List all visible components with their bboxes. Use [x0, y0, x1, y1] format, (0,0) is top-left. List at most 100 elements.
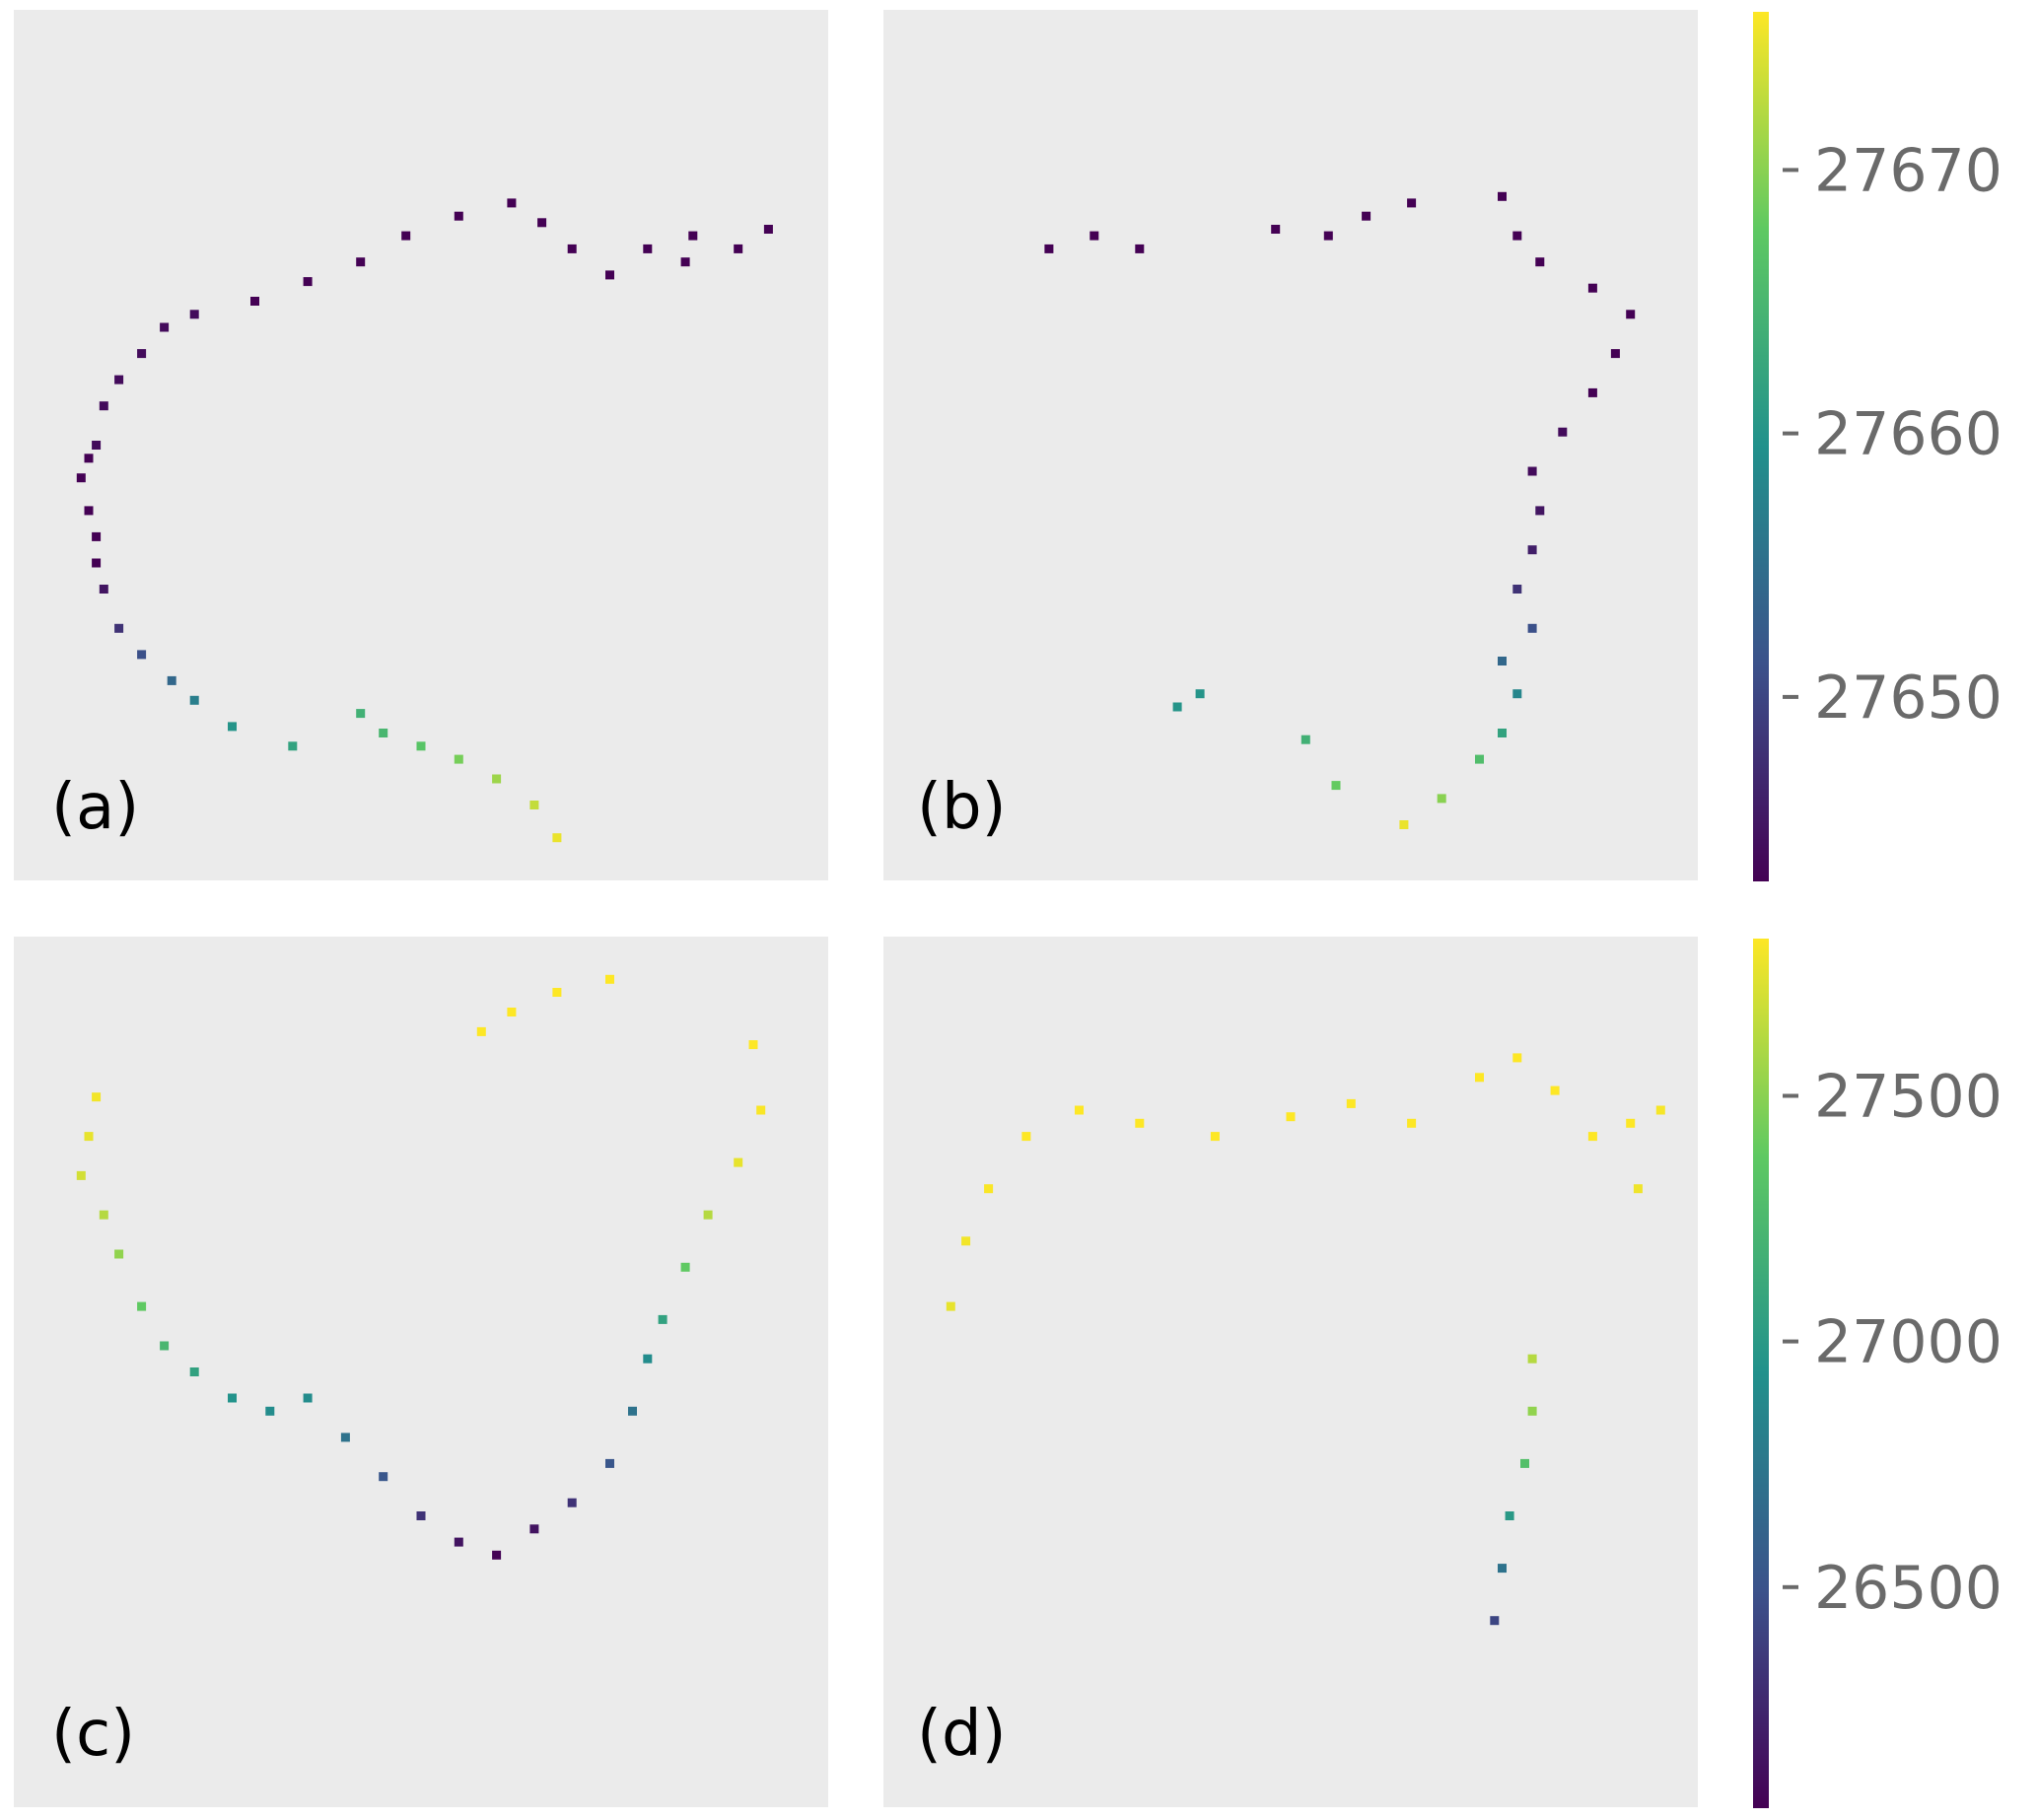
data-point [1075, 1105, 1084, 1115]
data-point [1626, 310, 1636, 319]
panel-b-label: (b) [917, 771, 1007, 844]
data-point [1490, 1616, 1500, 1626]
data-point [92, 441, 102, 450]
panel-c-points [76, 974, 766, 1560]
colorbar-tick-label: 27000 [1814, 1308, 2003, 1377]
data-point [189, 1367, 199, 1376]
data-point [416, 741, 426, 751]
data-point [76, 1170, 86, 1180]
data-point [1587, 283, 1597, 293]
data-point [356, 257, 366, 267]
data-point [476, 1026, 486, 1036]
data-point [99, 585, 108, 594]
data-point [567, 244, 577, 253]
data-point [1498, 1564, 1507, 1574]
panel-a-background [14, 10, 828, 880]
panel-a: (a) [14, 10, 828, 880]
data-point [1135, 1118, 1145, 1128]
data-point [628, 1406, 637, 1416]
data-point [228, 1393, 237, 1403]
colorbar-bottom-bar [1753, 939, 1769, 1808]
colorbar-bottom: 26500 27000 27500 [1753, 939, 2003, 1808]
data-point [250, 297, 259, 306]
data-point [99, 401, 108, 411]
data-point [288, 741, 298, 751]
data-point [1587, 387, 1597, 397]
panel-b-points [1044, 191, 1636, 829]
data-point [1512, 231, 1522, 241]
data-point [189, 695, 199, 705]
data-point [189, 310, 199, 319]
data-point [137, 1301, 147, 1311]
data-point [1527, 1354, 1537, 1364]
colorbar-tick-label: 27660 [1814, 400, 2003, 469]
data-point [1475, 1073, 1484, 1083]
data-point [1587, 1132, 1597, 1142]
data-point [1475, 754, 1484, 764]
data-point [1399, 820, 1409, 829]
colorbar-top: 27650 27660 27670 [1753, 12, 2003, 881]
data-point [1210, 1132, 1220, 1142]
data-point [84, 506, 94, 516]
data-point [1626, 1118, 1636, 1128]
data-point [1331, 781, 1341, 791]
colorbar-tick-label: 27670 [1814, 136, 2003, 205]
data-point [961, 1236, 971, 1246]
data-point [552, 833, 562, 843]
data-point [1089, 231, 1099, 241]
data-point [1512, 689, 1522, 699]
data-point [92, 1092, 102, 1102]
data-point [1498, 191, 1507, 201]
data-point [1346, 1098, 1356, 1108]
data-point [552, 988, 562, 997]
data-point [340, 1433, 350, 1442]
data-point [228, 722, 237, 732]
data-point [379, 729, 388, 737]
data-point [1286, 1112, 1296, 1122]
panel-a-points [76, 198, 773, 843]
data-point [114, 1249, 124, 1259]
data-point [946, 1301, 955, 1311]
panel-a-label: (a) [51, 771, 139, 844]
data-point [1362, 211, 1371, 221]
data-point [567, 1498, 577, 1507]
data-point [1271, 225, 1281, 234]
data-point [1527, 623, 1537, 633]
data-point [1610, 349, 1620, 359]
data-point [416, 1511, 426, 1520]
data-point [529, 801, 539, 809]
data-point [1498, 729, 1507, 737]
data-point [1323, 231, 1333, 241]
data-point [492, 1550, 502, 1560]
data-point [160, 1341, 170, 1351]
panel-c: (c) [14, 937, 828, 1807]
data-point [1437, 794, 1446, 804]
data-point [605, 270, 614, 280]
data-point [748, 1040, 758, 1050]
data-point [1520, 1458, 1529, 1468]
panel-d-points [946, 1053, 1665, 1626]
data-point [1044, 244, 1054, 253]
data-point [114, 623, 124, 633]
data-point [1172, 702, 1182, 712]
data-point [605, 1458, 614, 1468]
colorbar-top-ticks: 27650 27660 27670 [1783, 136, 2003, 733]
data-point [1550, 1085, 1560, 1095]
data-point [1535, 506, 1545, 516]
panel-b-background [883, 10, 1698, 880]
data-point [454, 1537, 463, 1547]
data-point [1527, 545, 1537, 555]
data-point [680, 257, 690, 267]
data-point [1300, 735, 1310, 744]
data-point [1527, 1406, 1537, 1416]
data-point [1498, 657, 1507, 665]
panel-b: (b) [883, 10, 1698, 880]
data-point [137, 650, 147, 660]
data-point [507, 198, 517, 208]
data-point [688, 231, 698, 241]
data-point [1195, 689, 1205, 699]
colorbar-tick-label: 26500 [1814, 1554, 2003, 1623]
data-point [160, 322, 170, 332]
data-point [1512, 585, 1522, 594]
data-point [703, 1210, 713, 1220]
